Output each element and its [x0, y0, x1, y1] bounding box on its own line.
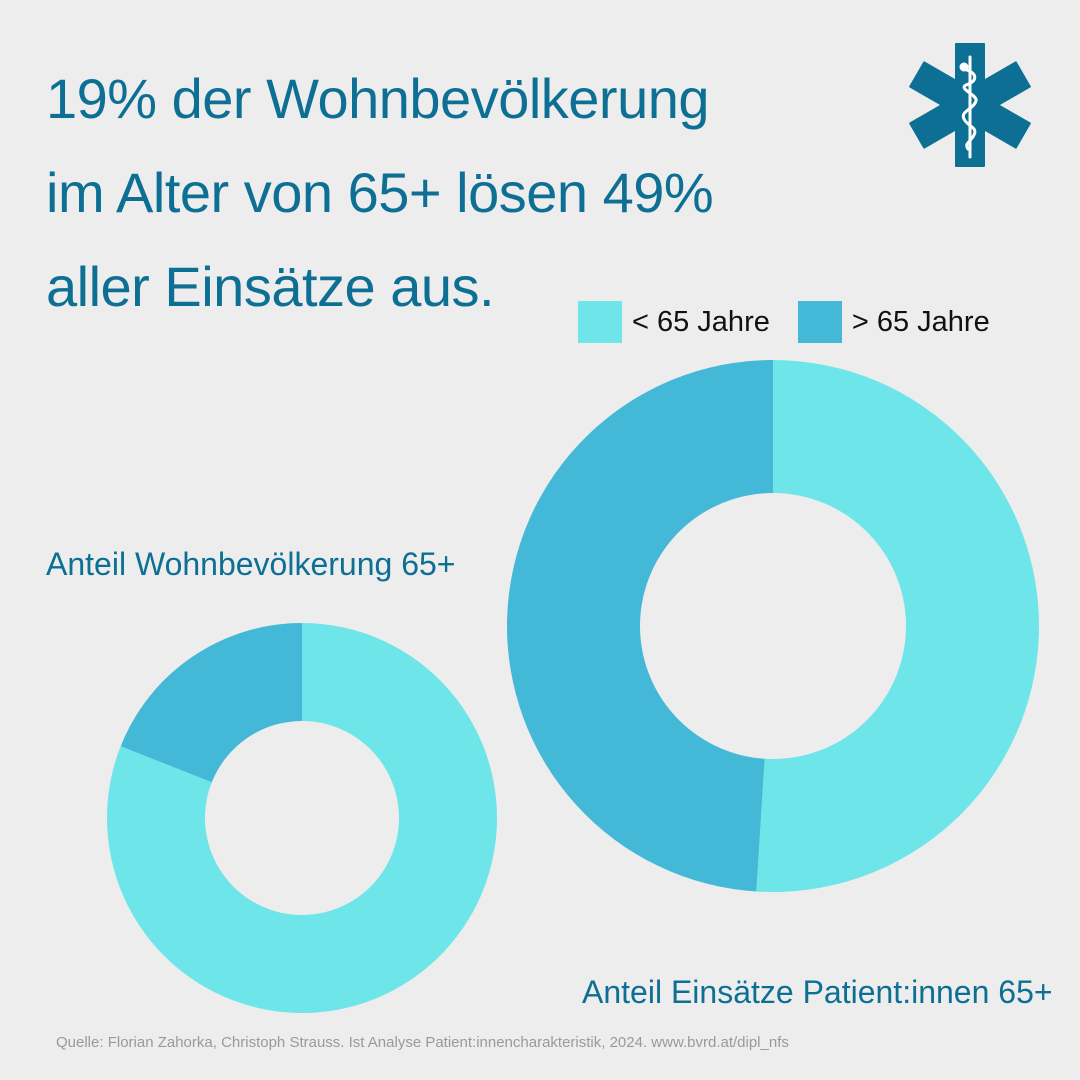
legend-label-under-65: < 65 Jahre [632, 305, 770, 338]
star-of-life-icon [909, 43, 1031, 167]
einsaetze-slice-over-65 [507, 360, 773, 892]
einsaetze-slice-under-65 [756, 360, 1040, 893]
legend-label-over-65: > 65 Jahre [851, 305, 990, 338]
source-note: Quelle: Florian Zahorka, Christoph Strau… [56, 1034, 789, 1051]
legend-item-over-65: > 65 Jahre [797, 301, 990, 343]
chart-title-einsaetze: Anteil Einsätze Patient:innen 65+ [582, 974, 1053, 1010]
donut-wohnbevoelkerung [107, 623, 498, 1014]
headline-line-3: aller Einsätze aus. [46, 255, 495, 318]
headline-line-1: 19% der Wohnbevölkerung [46, 67, 710, 130]
chart-title-wohnbevoelkerung: Anteil Wohnbevölkerung 65+ [46, 546, 456, 582]
legend-swatch-under-65 [578, 301, 622, 343]
wohnbevoelkerung-slice-under-65 [107, 623, 498, 1014]
donut-einsaetze [507, 360, 1040, 893]
headline-line-2: im Alter von 65+ lösen 49% [46, 161, 714, 224]
headline: 19% der Wohnbevölkerung im Alter von 65+… [46, 52, 806, 334]
legend-swatch-over-65 [797, 301, 842, 343]
legend-item-under-65: < 65 Jahre [578, 301, 770, 343]
legend: < 65 Jahre > 65 Jahre [578, 300, 1018, 344]
wohnbevoelkerung-slice-over-65 [120, 623, 302, 783]
